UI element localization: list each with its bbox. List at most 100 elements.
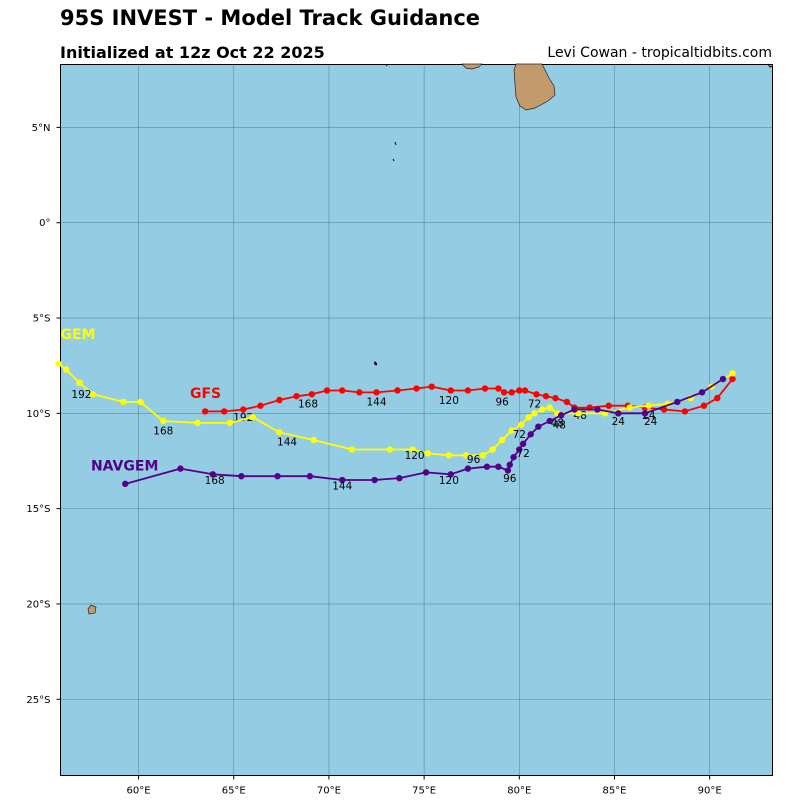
- navgem-track-point: [674, 398, 681, 406]
- x-tick-label: 80°E: [507, 786, 531, 797]
- navgem-track-point: [527, 431, 534, 438]
- gfs-track-point: [293, 392, 300, 400]
- gem-track-point: [226, 419, 234, 427]
- gem-track-point: [525, 413, 533, 421]
- gem-track-point: [194, 419, 201, 427]
- gem-track-point: [445, 452, 453, 459]
- y-tick-label: 25°S: [26, 695, 50, 706]
- gfs-track-point: [508, 389, 515, 396]
- navgem-track-point: [122, 480, 129, 488]
- gfs-track-point: [308, 391, 315, 398]
- gem-track-point: [645, 402, 652, 409]
- gem-track-point: [546, 404, 553, 411]
- gem-track-point: [538, 406, 546, 413]
- gfs-track-point: [516, 387, 523, 394]
- gfs-track-point: [521, 387, 529, 394]
- y-tick-label: 5°S: [33, 314, 51, 325]
- navgem-track-point: [594, 406, 601, 413]
- navgem-track-point: [422, 469, 430, 476]
- navgem-track-point: [339, 476, 346, 484]
- mauritius-land: [87, 604, 97, 615]
- gfs-track-point: [323, 387, 331, 394]
- gem-track-point: [76, 379, 83, 387]
- navgem-track-point: [483, 463, 491, 470]
- navgem-track-point: [516, 446, 523, 453]
- gem-track-point: [424, 450, 432, 457]
- x-tick-label: 70°E: [317, 786, 341, 797]
- gem-hour-label: 168: [153, 425, 173, 437]
- gfs-hour-label: 96: [495, 397, 509, 409]
- navgem-track-point: [615, 410, 622, 417]
- navgem-hour-label: 168: [205, 475, 225, 487]
- init-time-subtitle: Initialized at 12z Oct 22 2025: [60, 43, 325, 62]
- navgem-track-point: [504, 467, 512, 474]
- track-navgem: 24 48 72 96 120 144 168 NAVGEM: [91, 375, 727, 493]
- gem-track-point: [348, 446, 355, 453]
- gfs-track-point: [356, 389, 363, 396]
- navgem-hour-label: 144: [332, 481, 352, 493]
- chagos-islet: [373, 361, 378, 366]
- gem-track-point: [409, 446, 416, 453]
- gfs-track-point: [276, 396, 283, 404]
- navgem-hour-label: 48: [553, 420, 566, 432]
- gem-model-label: GEM: [61, 327, 96, 343]
- navgem-track-point: [464, 465, 472, 472]
- navgem-track-point: [238, 473, 245, 480]
- gfs-hour-label: 168: [298, 399, 318, 411]
- navgem-track-point: [506, 461, 513, 468]
- navgem-track-point: [371, 476, 378, 484]
- credit-text: Levi Cowan - tropicaltidbits.com: [547, 45, 772, 61]
- gem-track-point: [89, 391, 97, 398]
- gfs-track-point: [257, 402, 264, 409]
- gem-track-point: [386, 446, 394, 453]
- navgem-model-label: NAVGEM: [91, 459, 158, 475]
- gem-track-point: [310, 436, 317, 444]
- gem-track-point: [55, 360, 62, 367]
- gem-track-point: [462, 452, 470, 459]
- y-tick-label: 5°N: [32, 123, 51, 134]
- gfs-track-point: [533, 391, 540, 398]
- gem-track-point: [489, 446, 496, 453]
- map-ocean: [60, 64, 773, 776]
- gfs-track-point: [542, 392, 550, 400]
- gem-track-point: [729, 370, 736, 377]
- gem-track-point: [508, 427, 515, 434]
- navgem-track-point: [447, 471, 454, 478]
- gfs-track-point: [339, 387, 346, 394]
- x-tick-label: 75°E: [412, 786, 436, 797]
- gem-hour-label: 192: [71, 389, 91, 401]
- navgem-track-point: [209, 471, 216, 478]
- map-axes: 60°E 65°E 70°E 75°E 80°E 85°E 90°E 5°N 0° 5°S 10°S…: [26, 123, 721, 797]
- navgem-track-point: [306, 473, 314, 480]
- gem-track-point: [120, 398, 127, 406]
- gem-track-point: [626, 404, 633, 411]
- navgem-hour-label: 96: [503, 473, 517, 485]
- gem-track-point: [518, 421, 525, 428]
- gfs-track-point: [552, 394, 559, 402]
- navgem-track-point: [571, 406, 578, 413]
- gem-hour-label: 72: [513, 429, 526, 441]
- gfs-track-point: [681, 408, 689, 415]
- navgem-track-point: [641, 410, 649, 417]
- navgem-track-point: [510, 453, 517, 461]
- gem-hour-label: 96: [467, 454, 481, 466]
- india-tip-land: [461, 63, 483, 70]
- navgem-hour-label: 120: [439, 475, 459, 487]
- gem-track-point: [479, 452, 487, 459]
- maldives-islet-2: [392, 158, 395, 162]
- gfs-track-point: [500, 389, 508, 396]
- gem-track-point: [63, 366, 70, 373]
- navgem-track-point: [495, 463, 502, 470]
- gfs-track-point: [240, 406, 247, 413]
- map-land: [87, 63, 773, 615]
- gem-track-point: [276, 429, 283, 436]
- gem-hour-label: 24: [612, 416, 626, 428]
- y-tick-label: 15°S: [26, 504, 50, 515]
- navgem-track-point: [177, 465, 184, 472]
- navgem-track-point: [274, 473, 281, 480]
- gem-track-point: [160, 417, 167, 425]
- gfs-track-point: [700, 402, 708, 409]
- navgem-track-point: [719, 375, 727, 383]
- sri-lanka-land: [513, 63, 556, 111]
- navgem-track-point: [396, 474, 403, 482]
